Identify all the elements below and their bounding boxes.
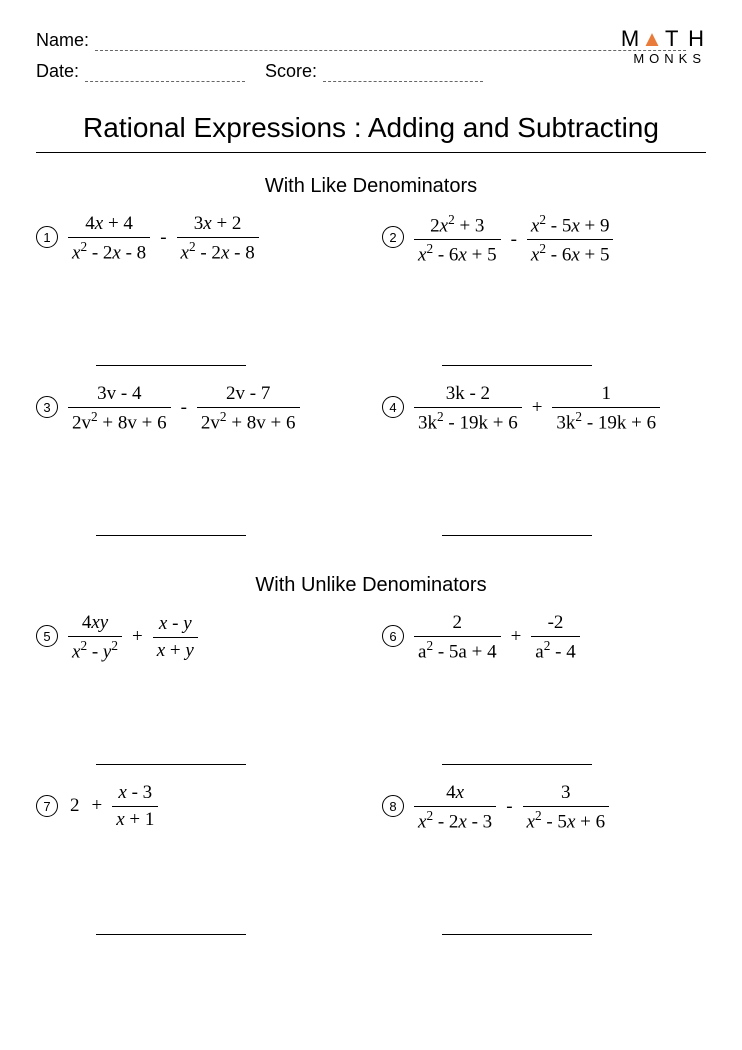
answer-blank[interactable] — [96, 934, 246, 935]
problems-grid-2: 5 4xyx2 - y2 + x - yx + y 6 2a2 - 5a + 4… — [36, 611, 706, 951]
fraction-2: x - yx + y — [153, 612, 198, 663]
expression: 4xx2 - 2x - 3 - 3x2 - 5x + 6 — [414, 781, 609, 834]
problem-number: 7 — [36, 795, 58, 817]
operator: + — [130, 626, 145, 648]
problem-number: 6 — [382, 625, 404, 647]
fraction-1: 2a2 - 5a + 4 — [414, 611, 501, 664]
date-blank[interactable] — [85, 64, 245, 82]
logo-line1: M▲T H — [621, 28, 706, 50]
problem-6: 6 2a2 - 5a + 4 + -2a2 - 4 — [382, 611, 706, 771]
problem-8: 8 4xx2 - 2x - 3 - 3x2 - 5x + 6 — [382, 781, 706, 941]
logo-m: M — [621, 26, 641, 51]
operator: + — [509, 626, 524, 648]
operator: - — [158, 227, 168, 249]
logo-line2: MONKS — [621, 52, 706, 65]
operator: + — [530, 397, 545, 419]
fraction-1: 4x + 4x2 - 2x - 8 — [68, 212, 150, 265]
score-blank[interactable] — [323, 64, 483, 82]
fraction-2: 3x + 2x2 - 2x - 8 — [177, 212, 259, 265]
problem-1: 1 4x + 4x2 - 2x - 8 - 3x + 2x2 - 2x - 8 — [36, 212, 360, 372]
problem-3: 3 3v - 42v2 + 8v + 6 - 2v - 72v2 + 8v + … — [36, 382, 360, 542]
problem-5: 5 4xyx2 - y2 + x - yx + y — [36, 611, 360, 771]
expression: 3k - 23k2 - 19k + 6 + 13k2 - 19k + 6 — [414, 382, 660, 435]
problem-4: 4 3k - 23k2 - 19k + 6 + 13k2 - 19k + 6 — [382, 382, 706, 542]
operator: - — [509, 229, 519, 251]
fraction-2: 2v - 72v2 + 8v + 6 — [197, 382, 300, 435]
name-row: Name: — [36, 30, 706, 51]
problem-number: 3 — [36, 396, 58, 418]
date-label: Date: — [36, 61, 79, 82]
answer-blank[interactable] — [442, 535, 592, 536]
logo-triangle-icon: ▲ — [641, 26, 665, 51]
problem-7: 7 2 + x - 3x + 1 — [36, 781, 360, 941]
problem-2: 2 2x2 + 3x2 - 6x + 5 - x2 - 5x + 9x2 - 6… — [382, 212, 706, 372]
problem-number: 8 — [382, 795, 404, 817]
fraction-1: 4xx2 - 2x - 3 — [414, 781, 496, 834]
answer-blank[interactable] — [442, 365, 592, 366]
expression: 3v - 42v2 + 8v + 6 - 2v - 72v2 + 8v + 6 — [68, 382, 300, 435]
operator: + — [90, 795, 105, 817]
answer-blank[interactable] — [96, 535, 246, 536]
expression: 2 + x - 3x + 1 — [68, 781, 158, 832]
fraction-2: 3x2 - 5x + 6 — [523, 781, 610, 834]
fraction-1: x - 3x + 1 — [112, 781, 158, 832]
problem-number: 1 — [36, 226, 58, 248]
fraction-2: -2a2 - 4 — [531, 611, 579, 664]
score-label: Score: — [265, 61, 317, 82]
fraction-1: 2x2 + 3x2 - 6x + 5 — [414, 212, 501, 267]
problem-number: 2 — [382, 226, 404, 248]
problem-number: 5 — [36, 625, 58, 647]
problem-number: 4 — [382, 396, 404, 418]
logo: M▲T H MONKS — [621, 28, 706, 65]
date-score-row: Date: Score: — [36, 61, 706, 82]
operator: - — [504, 796, 514, 818]
fraction-1: 3k - 23k2 - 19k + 6 — [414, 382, 522, 435]
name-blank[interactable] — [95, 33, 686, 51]
name-label: Name: — [36, 30, 89, 51]
answer-blank[interactable] — [96, 365, 246, 366]
section-2-title: With Unlike Denominators — [36, 574, 706, 597]
answer-blank[interactable] — [442, 934, 592, 935]
problems-grid-1: 1 4x + 4x2 - 2x - 8 - 3x + 2x2 - 2x - 8 … — [36, 212, 706, 552]
expression: 4xyx2 - y2 + x - yx + y — [68, 611, 198, 664]
fraction-1: 4xyx2 - y2 — [68, 611, 122, 664]
operator: - — [179, 397, 189, 419]
fraction-2: 13k2 - 19k + 6 — [552, 382, 660, 435]
leading-term: 2 — [68, 795, 82, 817]
expression: 4x + 4x2 - 2x - 8 - 3x + 2x2 - 2x - 8 — [68, 212, 259, 265]
fraction-1: 3v - 42v2 + 8v + 6 — [68, 382, 171, 435]
logo-th: T H — [665, 26, 706, 51]
section-1-title: With Like Denominators — [36, 175, 706, 198]
fraction-2: x2 - 5x + 9x2 - 6x + 5 — [527, 212, 614, 267]
page-title: Rational Expressions : Adding and Subtra… — [36, 112, 706, 153]
answer-blank[interactable] — [96, 764, 246, 765]
expression: 2a2 - 5a + 4 + -2a2 - 4 — [414, 611, 580, 664]
expression: 2x2 + 3x2 - 6x + 5 - x2 - 5x + 9x2 - 6x … — [414, 212, 613, 267]
answer-blank[interactable] — [442, 764, 592, 765]
